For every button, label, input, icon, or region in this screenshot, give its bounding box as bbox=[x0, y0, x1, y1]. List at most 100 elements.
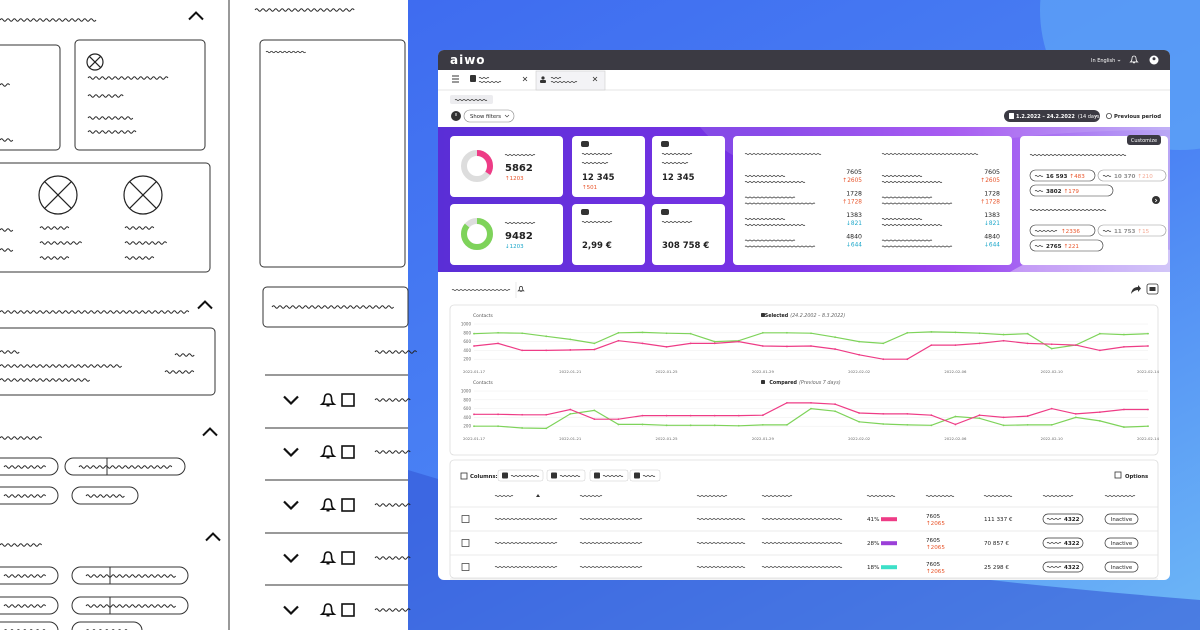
metric-card bbox=[572, 136, 645, 197]
badge bbox=[1042, 561, 1084, 573]
scribble bbox=[85, 494, 125, 498]
series-point bbox=[617, 418, 620, 421]
scribble bbox=[744, 202, 816, 205]
series-point bbox=[569, 349, 572, 351]
series-point bbox=[569, 412, 572, 415]
customize-label: Customize bbox=[1131, 138, 1157, 144]
scribble bbox=[265, 50, 306, 54]
box bbox=[0, 621, 59, 630]
badge bbox=[1042, 513, 1084, 525]
segment-chip-label: 16 593 ↑483 bbox=[1046, 173, 1085, 180]
chart-icon bbox=[761, 380, 765, 384]
options-button[interactable]: Options bbox=[1125, 474, 1148, 480]
scribble bbox=[271, 305, 395, 309]
x-tick-label: 2022-01-21 bbox=[559, 369, 582, 374]
series-point bbox=[521, 413, 524, 416]
segment-chip bbox=[1029, 224, 1096, 237]
metric-icon bbox=[661, 209, 669, 215]
series-point bbox=[737, 340, 740, 343]
scribble bbox=[881, 196, 933, 199]
scribble bbox=[1034, 190, 1044, 192]
close-icon bbox=[592, 76, 598, 82]
status: Inactive bbox=[1111, 541, 1133, 547]
segment-chip-change: ↑15 bbox=[1137, 228, 1149, 235]
series-point bbox=[473, 332, 475, 335]
series-point bbox=[1026, 415, 1029, 417]
box bbox=[341, 393, 355, 407]
y-tick-label: 200 bbox=[463, 424, 471, 429]
metric-value: 12 345 bbox=[662, 173, 695, 183]
segment-chip-label: ↑2336 bbox=[1061, 228, 1080, 235]
chevron bbox=[202, 427, 218, 437]
top-bar bbox=[438, 60, 1170, 70]
series-point bbox=[473, 413, 475, 416]
box bbox=[71, 596, 189, 615]
box bbox=[0, 44, 61, 151]
calendar-icon bbox=[1009, 113, 1014, 119]
language-selector[interactable]: In English bbox=[1091, 58, 1115, 64]
x-tick-label: 2022-02-02 bbox=[848, 369, 871, 374]
scribble bbox=[983, 495, 1013, 497]
placeholder-icon bbox=[88, 55, 102, 69]
scribble bbox=[1034, 230, 1058, 232]
stat-change: ↓644 bbox=[984, 242, 1000, 249]
scribble bbox=[1102, 230, 1112, 232]
badge-value: 4322 bbox=[1064, 517, 1080, 523]
scribble bbox=[581, 162, 609, 164]
stat-change: ↑1728 bbox=[980, 199, 1000, 206]
box bbox=[341, 498, 355, 512]
scribble bbox=[661, 162, 689, 164]
x-tick-label: 2022-01-17 bbox=[463, 369, 486, 374]
series-point bbox=[713, 342, 716, 345]
placeholder-icon bbox=[129, 181, 157, 209]
donut-arc bbox=[461, 218, 493, 250]
scribble bbox=[744, 239, 796, 242]
chart-icon bbox=[761, 313, 765, 317]
series-point bbox=[882, 342, 885, 345]
scribble bbox=[881, 245, 953, 248]
series-point bbox=[978, 332, 981, 335]
chevron bbox=[283, 553, 299, 564]
series-point bbox=[1002, 424, 1005, 427]
stat-value: 7605 bbox=[984, 169, 1000, 176]
series-point bbox=[545, 349, 548, 352]
placeholder-icon bbox=[123, 175, 163, 215]
segment-chip-change: ↑221 bbox=[1064, 243, 1080, 250]
stat-change: ↓821 bbox=[984, 220, 1000, 227]
scribble bbox=[881, 175, 923, 177]
series-point bbox=[761, 345, 764, 347]
placeholder-icon bbox=[38, 175, 78, 215]
bell-icon bbox=[517, 285, 525, 292]
scribble bbox=[925, 495, 955, 497]
series-point bbox=[665, 424, 668, 427]
status-pill bbox=[1104, 513, 1139, 525]
x-tick-label: 2022-02-14 bbox=[1137, 369, 1160, 374]
kpi-change: ↑1203 bbox=[505, 175, 524, 182]
series-point bbox=[810, 332, 812, 335]
filter-button bbox=[463, 109, 515, 123]
series-point bbox=[761, 331, 764, 334]
metric-value: 2,99 € bbox=[582, 241, 612, 251]
column-toggle bbox=[629, 469, 661, 482]
series-point bbox=[978, 417, 981, 420]
row-checkbox bbox=[461, 563, 470, 571]
series-point bbox=[689, 342, 692, 345]
series-point bbox=[617, 339, 620, 342]
status: Inactive bbox=[1111, 517, 1133, 523]
series-point bbox=[906, 412, 909, 415]
scribble bbox=[3, 604, 47, 608]
scribble bbox=[39, 256, 70, 260]
scribble bbox=[454, 99, 488, 101]
series-point bbox=[1026, 342, 1029, 345]
stat-change: ↑2605 bbox=[842, 177, 862, 184]
series-point bbox=[834, 403, 836, 406]
share: 18% bbox=[867, 565, 879, 571]
x-tick-label: 2022-01-25 bbox=[656, 436, 679, 441]
series-point bbox=[882, 423, 885, 425]
series-point bbox=[617, 423, 620, 426]
x-tick-label: 2022-02-06 bbox=[944, 369, 967, 374]
series-point bbox=[1050, 423, 1053, 426]
tab-active bbox=[535, 70, 606, 91]
series-point bbox=[1098, 332, 1101, 335]
count-change: ↑2065 bbox=[926, 544, 945, 551]
